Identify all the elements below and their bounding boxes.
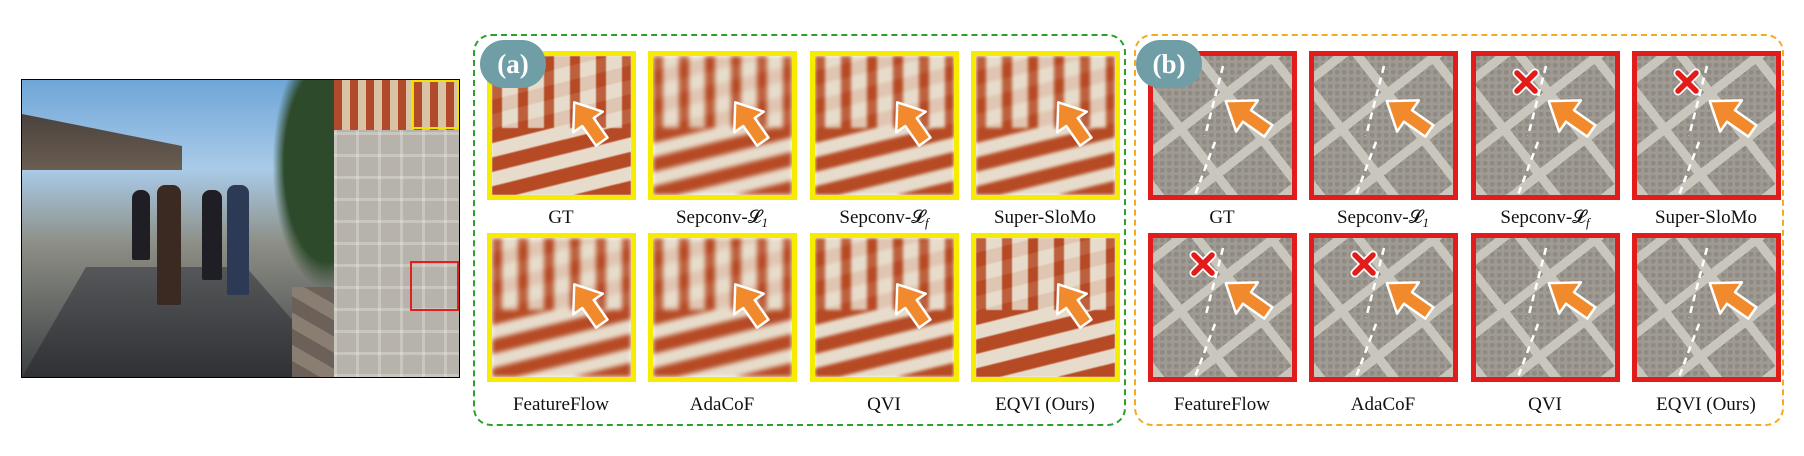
method-caption: Super-SloMo [1626,207,1786,229]
wall-frieze [334,80,459,130]
brick-pattern-texture [492,56,631,195]
method-caption: Sepconv-𝓛f [1465,207,1625,234]
crop-b-tile [1632,233,1781,382]
roof-shape [22,114,182,170]
method-subscript: f [924,215,929,230]
method-caption: GT [481,207,641,229]
orange-arrow-icon [1056,283,1093,329]
orange-arrow-icon [572,283,609,329]
person-figure [202,190,222,280]
method-name: FeatureFlow [512,394,610,415]
person-figure [227,185,249,295]
method-name: FeatureFlow [1173,394,1271,415]
crop-a-tile [971,51,1120,200]
panel-a-badge: (a) [480,40,546,88]
person-figure [157,185,181,305]
crop-a-tile [810,51,959,200]
method-subscript: f [1585,215,1590,230]
orange-arrow-icon [1354,65,1435,195]
method-caption: AdaCoF [1303,394,1463,416]
brick-pattern-texture [815,56,954,195]
stone-wall-texture [1476,238,1615,377]
yellow-crop-box [411,80,459,129]
crop-a-tile [487,233,636,382]
method-caption: QVI [1465,394,1625,416]
crop-b-tile [1471,233,1620,382]
method-name: EQVI (Ours) [1656,394,1756,415]
method-subscript: 1 [761,215,769,230]
method-name: Sepconv-𝓛 [675,207,762,228]
red-x-icon [1350,250,1378,278]
panel-b-badge: (b) [1136,40,1202,88]
orange-arrow-icon [1350,247,1435,377]
method-caption: AdaCoF [642,394,802,416]
method-name: GT [1209,207,1235,228]
crop-b-tile [1471,51,1620,200]
method-caption: EQVI (Ours) [965,394,1125,416]
brick-pattern-texture [976,238,1115,377]
crop-b-tile [1148,233,1297,382]
method-name: QVI [867,394,901,415]
crop-b-tile [1309,233,1458,382]
method-name: AdaCoF [689,394,755,415]
method-name: EQVI (Ours) [995,394,1095,415]
red-x-icon [1512,68,1540,96]
method-name: GT [548,207,574,228]
red-crop-box [410,261,459,311]
method-caption: QVI [804,394,964,416]
orange-arrow-icon [895,101,932,147]
orange-arrow-icon [1512,65,1597,195]
overview-photo [21,79,460,378]
method-name: Super-SloMo [993,207,1096,228]
method-caption: Sepconv-𝓛f [804,207,964,234]
person-figure [132,190,150,260]
method-name: Sepconv-𝓛 [1500,207,1586,228]
crop-a-tile [971,233,1120,382]
brick-pattern-texture [815,238,954,377]
red-x-icon [1673,68,1701,96]
orange-arrow-icon [733,101,770,147]
orange-arrow-icon [733,283,770,329]
orange-arrow-icon [1056,101,1093,147]
brick-pattern-texture [976,56,1115,195]
crop-a-tile [648,233,797,382]
method-caption: GT [1142,207,1302,229]
orange-arrow-icon [895,283,932,329]
orange-arrow-icon [572,101,609,147]
method-caption: Super-SloMo [965,207,1125,229]
orange-arrow-icon [1193,65,1274,195]
stone-wall-texture [1153,238,1292,377]
method-name: Super-SloMo [1654,207,1757,228]
brick-pattern-texture [653,56,792,195]
method-subscript: 1 [1422,215,1430,230]
crop-b-tile [1632,51,1781,200]
orange-arrow-icon [1189,247,1274,377]
method-caption: Sepconv-𝓛1 [642,207,802,234]
panel-b-frame [1134,34,1784,426]
panel-a-frame [473,34,1126,426]
crop-a-tile [487,51,636,200]
red-x-icon [1189,250,1217,278]
orange-arrow-icon [1677,247,1758,377]
crop-a-tile [648,51,797,200]
method-name: QVI [1528,394,1562,415]
crop-a-tile [810,233,959,382]
method-name: AdaCoF [1350,394,1416,415]
method-caption: Sepconv-𝓛1 [1303,207,1463,234]
method-caption: FeatureFlow [1142,394,1302,416]
orange-arrow-icon [1516,247,1597,377]
crop-b-tile [1309,51,1458,200]
method-caption: FeatureFlow [481,394,641,416]
method-name: Sepconv-𝓛 [839,207,925,228]
orange-arrow-icon [1673,65,1758,195]
method-caption: EQVI (Ours) [1626,394,1786,416]
brick-pattern-texture [653,238,792,377]
brick-pattern-texture [492,238,631,377]
method-name: Sepconv-𝓛 [1336,207,1423,228]
